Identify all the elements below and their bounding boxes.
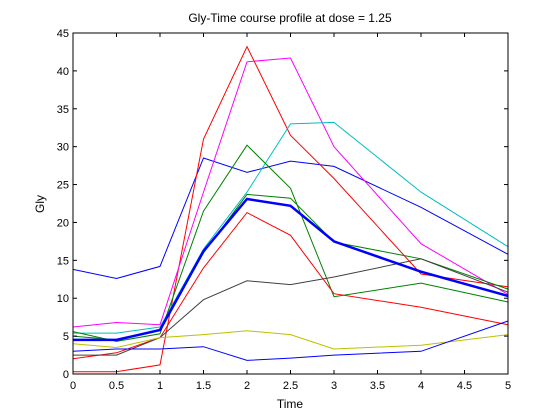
x-tick-label: 1 (157, 380, 163, 392)
series-line-1 (72, 157, 509, 280)
y-tick-label: 25 (57, 180, 69, 192)
y-tick-label: 0 (63, 369, 69, 381)
x-tick-label: 3 (331, 380, 337, 392)
series-line-2 (73, 45, 509, 373)
y-tick-label: 30 (57, 142, 69, 154)
y-axis-label: Gly (33, 195, 47, 213)
axes-box (72, 32, 509, 375)
x-axis-label: Time (277, 397, 304, 411)
chart-title: Gly-Time course profile at dose = 1.25 (188, 11, 392, 25)
x-tick-label: 0.5 (109, 380, 124, 392)
series-line-5 (72, 144, 509, 342)
plot-area: 0 0.5 1 1.5 2 2.5 3 3.5 4 4.5 5 0 5 10 15 20 25 30 35 40 45 (57, 28, 511, 392)
y-tick-label: 45 (57, 28, 69, 40)
series-line-11 (73, 197, 509, 342)
x-tick-label: 4 (418, 380, 424, 392)
x-tick-label: 5 (505, 380, 511, 392)
series-line-6 (72, 211, 509, 360)
series-line-10 (72, 320, 509, 361)
y-tick-label: 10 (57, 293, 69, 305)
y-tick-label: 15 (57, 255, 69, 267)
x-tick-label: 1.5 (196, 380, 211, 392)
y-tick-label: 35 (57, 104, 69, 116)
x-tick-label: 2.5 (283, 380, 298, 392)
x-tick-label: 0 (70, 380, 76, 392)
series-line-8 (73, 258, 509, 356)
x-tick-label: 3.5 (370, 380, 385, 392)
y-tick-label: 20 (57, 217, 69, 229)
y-tick-label: 5 (63, 331, 69, 343)
x-tick-label: 2 (244, 380, 250, 392)
x-tick-label: 4.5 (457, 380, 472, 392)
series-line-9 (72, 330, 509, 350)
series-line-3 (72, 57, 509, 328)
y-tick-label: 40 (57, 66, 69, 78)
series-line-4 (73, 121, 509, 334)
